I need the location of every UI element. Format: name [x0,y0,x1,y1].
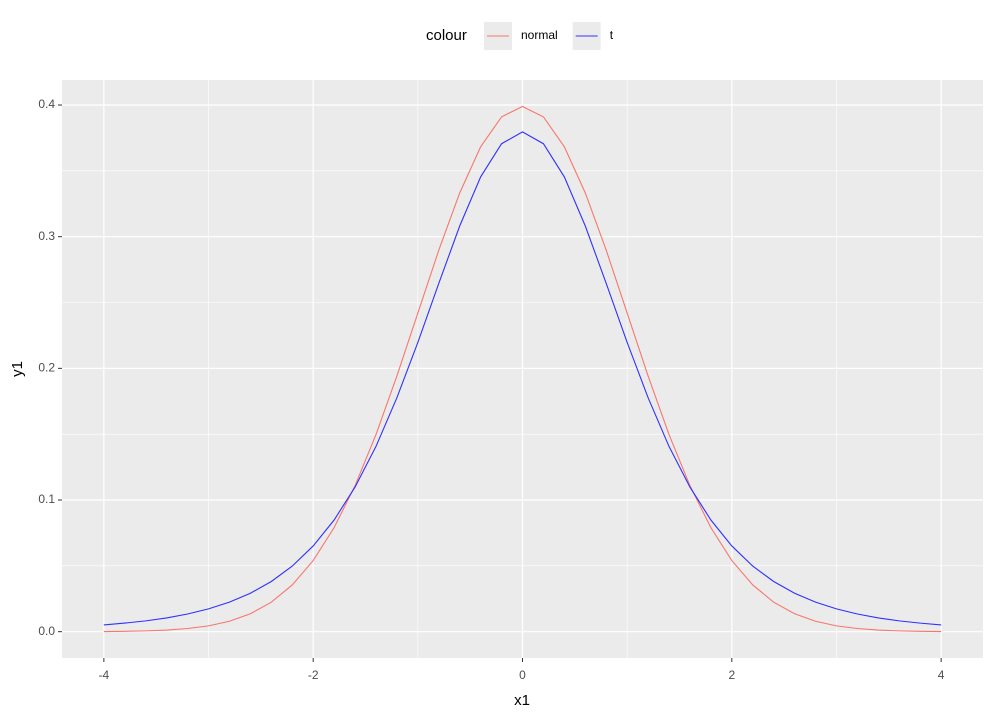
x-axis-title: x1 [514,692,530,709]
legend-label: normal [521,28,558,42]
x-tick-label: -4 [99,668,110,682]
legend-label: t [610,28,614,42]
line-series [103,131,942,626]
line-series [103,105,942,633]
x-tick-label: 2 [728,668,735,682]
y-tick-label: 0.4 [38,97,55,111]
x-tick-label: 4 [938,668,945,682]
legend-title: colour [426,27,467,44]
y-tick-label: 0.2 [38,361,55,375]
y-tick-label: 0.0 [38,624,55,638]
y-tick-label: 0.1 [38,492,55,506]
x-tick-label: -2 [308,668,319,682]
y-axis-title: y1 [9,361,26,377]
x-tick-label: 0 [519,668,526,682]
y-tick-label: 0.3 [38,229,55,243]
